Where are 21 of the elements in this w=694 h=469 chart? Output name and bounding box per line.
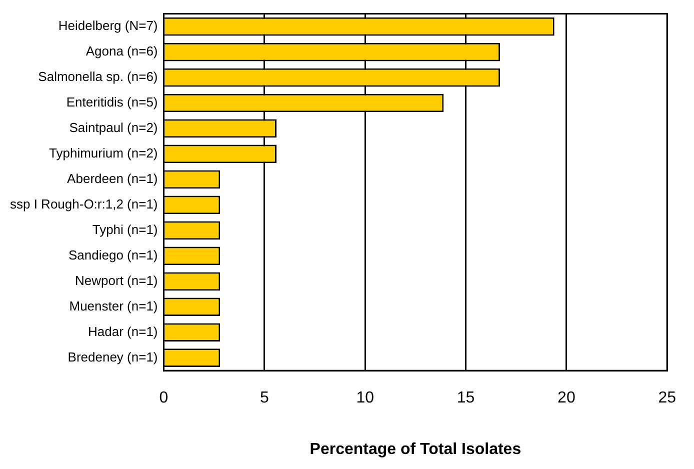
x-tick-label: 0 [159, 390, 168, 407]
y-tick-label: Saintpaul (n=2) [69, 120, 158, 136]
y-tick-label: Newport (n=1) [75, 272, 158, 288]
y-tick-label: Muenster (n=1) [69, 298, 158, 314]
x-tick-label: 20 [558, 390, 576, 407]
y-tick-label: ssp I Rough-O:r:1,2 (n=1) [10, 196, 158, 212]
y-tick-label: Typhi (n=1) [92, 222, 158, 238]
y-tick-label: Agona (n=6) [86, 44, 158, 59]
y-tick-label: Aberdeen (n=1) [67, 171, 158, 186]
y-tick-label: Salmonella sp. (n=6) [38, 69, 158, 84]
y-tick-label: Enteritidis (n=5) [66, 94, 158, 110]
x-tick-label: 25 [658, 390, 676, 407]
y-tick-label: Typhimurium (n=2) [49, 146, 158, 161]
y-tick-label: Sandiego (n=1) [68, 247, 158, 262]
y-tick-label: Bredeney (n=1) [68, 349, 158, 364]
x-tick-label: 10 [356, 390, 374, 407]
y-tick-label: Hadar (n=1) [88, 324, 158, 339]
x-tick-label: 5 [260, 390, 269, 407]
x-tick-label: 15 [456, 390, 475, 407]
y-tick-label: Heidelberg (N=7) [58, 18, 158, 34]
x-axis-title: Percentage of Total Isolates [310, 440, 522, 458]
